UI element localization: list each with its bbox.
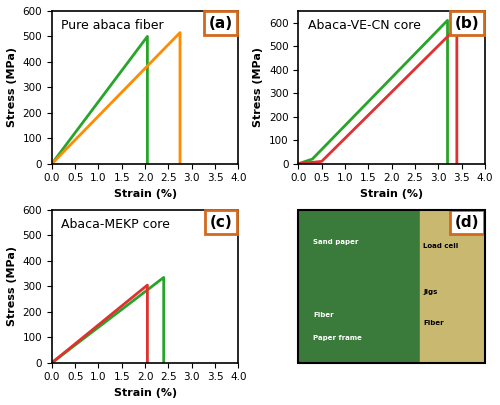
Text: (b): (b) xyxy=(454,15,479,30)
Text: Load cell: Load cell xyxy=(424,243,458,249)
Text: Sand paper: Sand paper xyxy=(314,239,358,245)
Text: Paper frame: Paper frame xyxy=(314,335,362,341)
Y-axis label: Stress (MPa): Stress (MPa) xyxy=(7,246,17,326)
Text: Jigs: Jigs xyxy=(424,289,438,295)
Text: Abaca-VE-CN core: Abaca-VE-CN core xyxy=(308,19,420,32)
Bar xyxy=(420,210,485,363)
X-axis label: Strain (%): Strain (%) xyxy=(114,189,176,199)
Bar xyxy=(298,210,420,363)
Y-axis label: Stress (MPa): Stress (MPa) xyxy=(254,47,264,127)
Y-axis label: Stress (MPa): Stress (MPa) xyxy=(7,47,17,127)
Text: Fiber: Fiber xyxy=(424,320,444,326)
Text: (c): (c) xyxy=(210,215,233,230)
X-axis label: Strain (%): Strain (%) xyxy=(114,388,176,398)
Text: Pure abaca fiber: Pure abaca fiber xyxy=(61,19,164,32)
Text: Fiber: Fiber xyxy=(314,312,334,318)
Text: (a): (a) xyxy=(208,15,233,30)
Text: Abaca-MEKP core: Abaca-MEKP core xyxy=(61,217,170,230)
Text: (d): (d) xyxy=(454,215,479,230)
X-axis label: Strain (%): Strain (%) xyxy=(360,189,423,199)
